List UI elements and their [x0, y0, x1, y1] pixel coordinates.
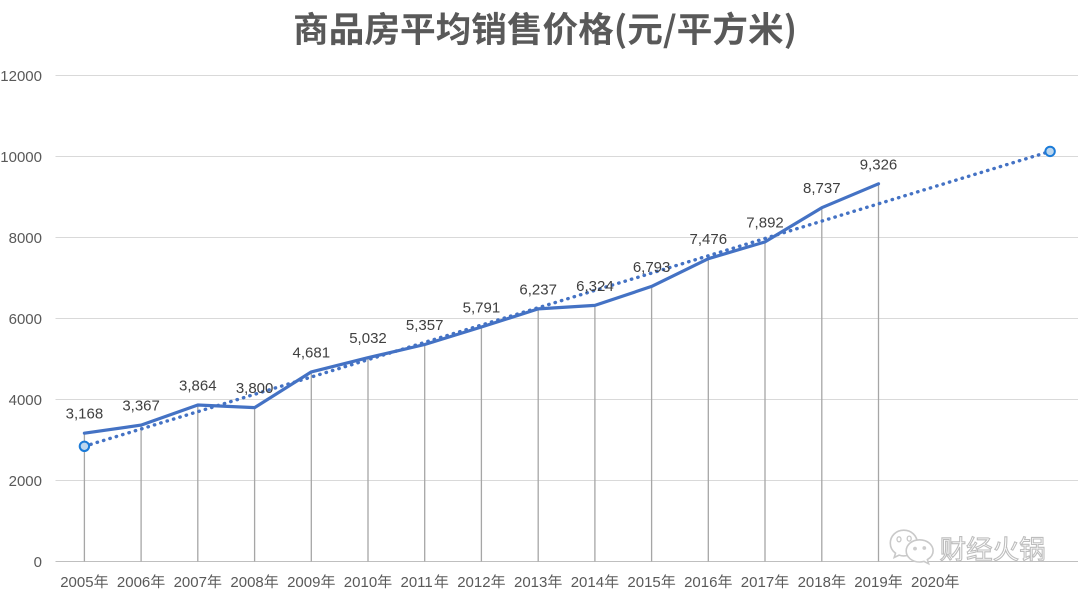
svg-text:4000: 4000 — [9, 392, 42, 409]
svg-text:2015: 2015 — [627, 574, 660, 591]
svg-text:2020: 2020 — [911, 574, 944, 591]
svg-text:3,367: 3,367 — [122, 398, 160, 415]
svg-text:2009: 2009 — [287, 574, 320, 591]
svg-text:3,800: 3,800 — [236, 380, 274, 397]
svg-text:2018: 2018 — [798, 574, 831, 591]
svg-text:2006: 2006 — [117, 574, 150, 591]
svg-text:3,864: 3,864 — [179, 378, 217, 395]
svg-text:5,357: 5,357 — [406, 317, 444, 334]
svg-text:12000: 12000 — [0, 68, 42, 85]
svg-text:5,032: 5,032 — [349, 330, 387, 347]
svg-text:2011: 2011 — [401, 574, 433, 591]
svg-text:6,793: 6,793 — [633, 259, 671, 276]
svg-text:2008: 2008 — [230, 574, 263, 591]
svg-text:10000: 10000 — [0, 149, 42, 166]
svg-text:5,791: 5,791 — [463, 300, 501, 317]
svg-text:2007: 2007 — [174, 574, 207, 591]
svg-text:3,168: 3,168 — [66, 406, 104, 423]
svg-text:2019: 2019 — [854, 574, 887, 591]
svg-text:2014: 2014 — [571, 574, 604, 591]
svg-text:2012: 2012 — [457, 574, 490, 591]
svg-text:6000: 6000 — [9, 311, 42, 328]
svg-text:8,737: 8,737 — [803, 180, 841, 197]
svg-text:2000: 2000 — [9, 473, 42, 490]
svg-text:2013: 2013 — [514, 574, 547, 591]
svg-text:4,681: 4,681 — [293, 344, 331, 361]
svg-text:8000: 8000 — [9, 230, 42, 247]
svg-text:9,326: 9,326 — [860, 156, 898, 173]
svg-text:2017: 2017 — [741, 574, 774, 591]
svg-text:7,476: 7,476 — [690, 231, 728, 248]
svg-text:2016: 2016 — [684, 574, 717, 591]
svg-text:2005: 2005 — [60, 574, 93, 591]
svg-text:7,892: 7,892 — [746, 214, 784, 231]
svg-text:0: 0 — [34, 554, 42, 571]
svg-text:6,324: 6,324 — [576, 278, 614, 295]
svg-text:2010: 2010 — [344, 574, 377, 591]
svg-text:6,237: 6,237 — [519, 281, 557, 298]
